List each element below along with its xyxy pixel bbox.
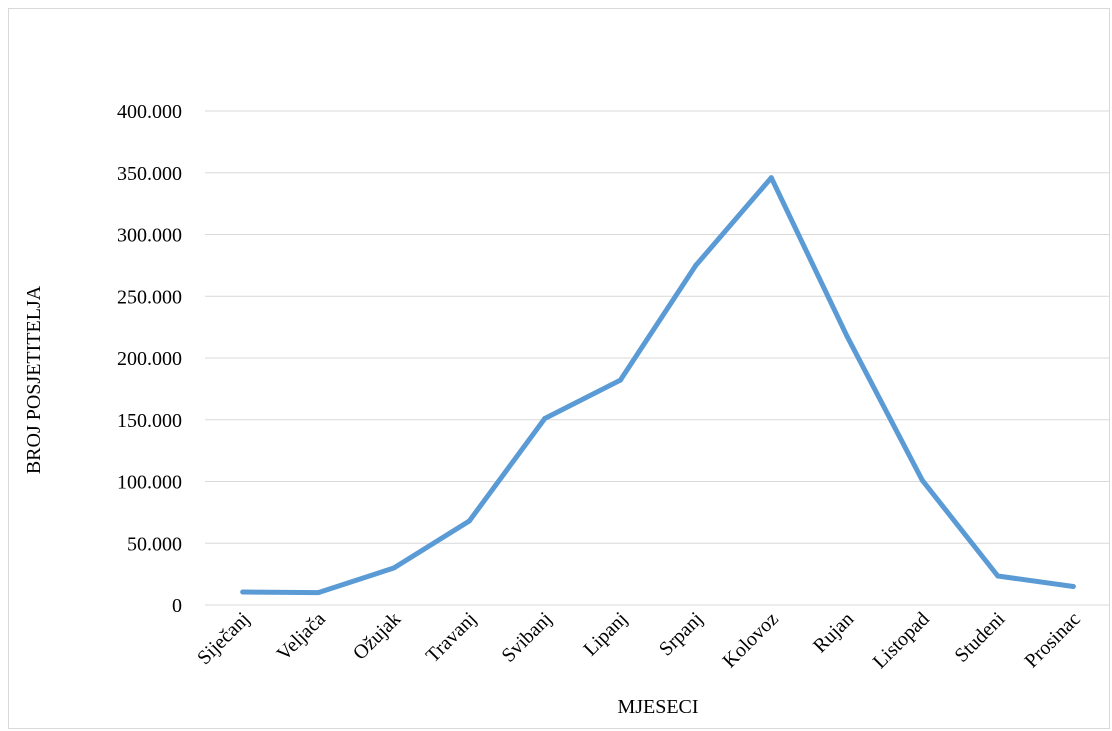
data-point (391, 565, 397, 571)
data-point (844, 333, 850, 339)
x-tick-label: Siječanj (193, 608, 254, 669)
y-tick-label: 50.000 (127, 533, 182, 555)
x-tick-label: Ožujak (349, 608, 405, 664)
data-point (240, 589, 246, 595)
x-tick-label: Listopad (869, 608, 934, 673)
y-tick-label: 100.000 (117, 472, 182, 494)
y-tick-label: 350.000 (117, 163, 182, 185)
data-point (542, 416, 548, 422)
x-axis-title: MJESECI (617, 696, 698, 718)
data-point (466, 518, 472, 524)
data-point (693, 262, 699, 268)
chart-frame (8, 8, 1110, 729)
y-tick-label: 400.000 (117, 101, 182, 123)
x-tick-label: Lipanj (579, 608, 631, 660)
y-tick-label: 300.000 (117, 225, 182, 247)
data-point (315, 590, 321, 596)
x-tick-label: Studeni (951, 608, 1010, 667)
x-tick-label: Rujan (809, 608, 858, 657)
y-tick-label: 0 (172, 595, 182, 617)
y-tick-labels: 0 50.000 100.000 150.000 200.000 250.000 300.0… (117, 101, 182, 617)
x-tick-label: Travanj (422, 608, 481, 667)
x-tick-label: Kolovoz (719, 608, 783, 672)
x-tick-labels: Siječanj Veljača Ožujak Travanj Svibanj Lipan… (193, 608, 1085, 673)
x-tick-label: Prosinac (1021, 608, 1085, 672)
y-axis-title: BROJ POSJETITELJA (23, 285, 45, 474)
y-tick-label: 250.000 (117, 286, 182, 308)
x-tick-label: Svibanj (498, 608, 557, 667)
data-point (995, 573, 1001, 579)
series-layer (240, 175, 1076, 596)
data-point (768, 175, 774, 181)
y-tick-label: 200.000 (117, 348, 182, 370)
data-point (1070, 583, 1076, 589)
x-tick-label: Srpanj (655, 608, 707, 660)
series-line (240, 175, 1076, 596)
data-point (617, 377, 623, 383)
data-point (919, 477, 925, 483)
gridlines (205, 110, 1110, 606)
x-tick-label: Veljača (273, 608, 330, 665)
y-tick-label: 150.000 (117, 410, 182, 432)
